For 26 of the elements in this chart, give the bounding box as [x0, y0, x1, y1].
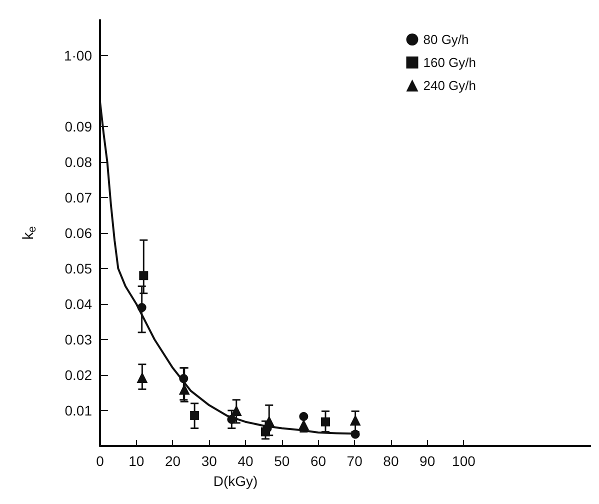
- x-tick-label: 0: [96, 453, 104, 469]
- x-tick-label: 80: [383, 453, 399, 469]
- legend-label: 80 Gy/h: [423, 32, 469, 47]
- y-axis-title: ke: [20, 226, 38, 240]
- x-axis-title: D(kGy): [213, 473, 258, 489]
- legend-label: 160 Gy/h: [423, 55, 476, 70]
- x-tick-label: 90: [420, 453, 436, 469]
- x-tick-label: 10: [128, 453, 144, 469]
- x-tick-label: 100: [452, 453, 476, 469]
- x-tick-label: 60: [310, 453, 326, 469]
- x-tick-label: 50: [274, 453, 290, 469]
- x-tick-label: 20: [164, 453, 181, 469]
- y-tick-label: 0.09: [64, 118, 92, 134]
- x-tick-label: 30: [201, 453, 218, 469]
- y-tick-label: 0.06: [64, 225, 92, 241]
- y-tick-label: 0.05: [64, 260, 92, 276]
- y-tick-label: 0.03: [64, 332, 92, 348]
- y-tick-label: 0.01: [64, 402, 92, 418]
- y-tick-label: 1·00: [64, 48, 92, 64]
- y-tick-label: 0.08: [64, 154, 92, 170]
- x-tick-label: 40: [238, 453, 254, 469]
- y-tick-label: 0.04: [64, 296, 92, 312]
- legend-label: 240 Gy/h: [423, 78, 476, 93]
- y-tick-label: 0.07: [64, 190, 92, 206]
- x-tick-label: 70: [346, 453, 363, 469]
- y-tick-label: 0.02: [64, 367, 92, 383]
